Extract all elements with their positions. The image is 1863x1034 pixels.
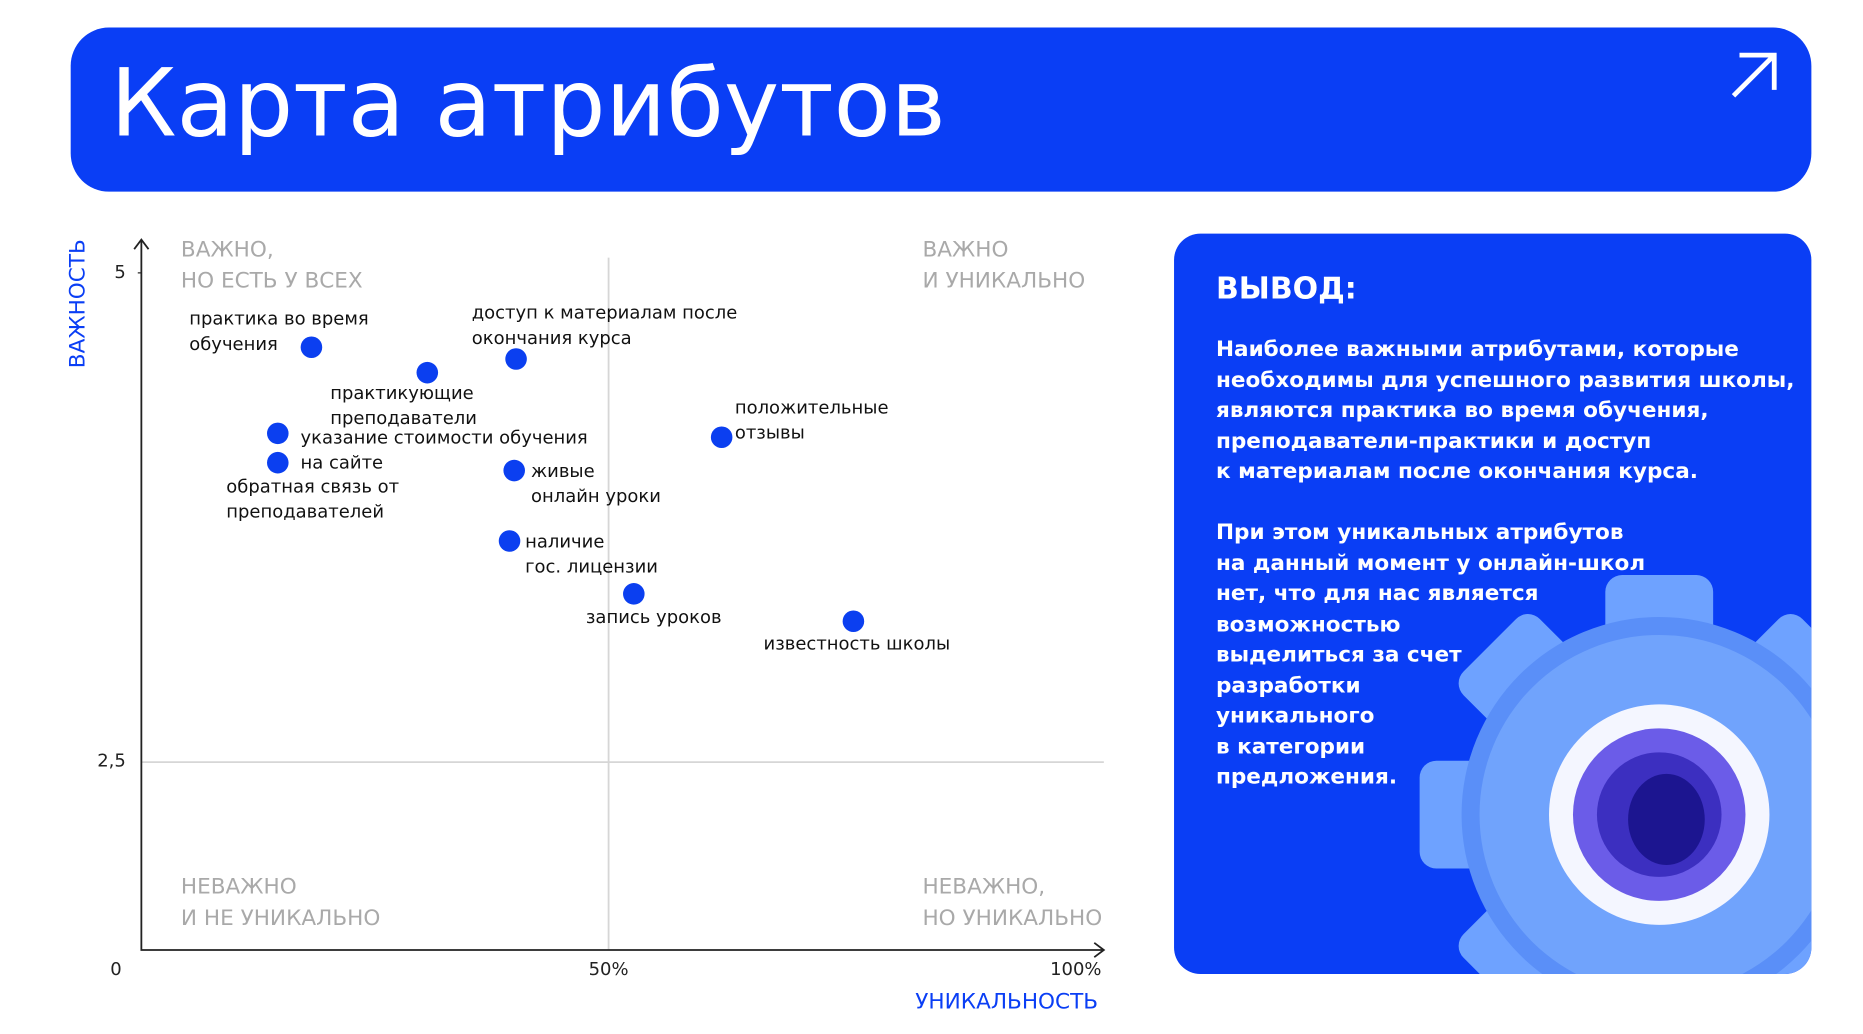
data-point [623, 583, 645, 605]
conclusion-text: При этом уникальных атрибутов на данный … [1215, 519, 1646, 790]
data-point [416, 361, 439, 384]
quadrant-label: ВАЖНО, НО ЕСТЬ У ВСЕХ [180, 237, 363, 294]
data-point [300, 336, 323, 359]
data-point [505, 348, 527, 370]
x-tick-label: 100% [1050, 958, 1102, 980]
gear-illustration [1419, 575, 1812, 974]
point-label: указание стоимости обучения на сайте [300, 426, 588, 473]
point-label: живые онлайн уроки [530, 459, 661, 507]
point-label: доступ к материалам после окончания курс… [471, 301, 738, 349]
conclusion-heading: ВЫВОД: [1215, 270, 1357, 306]
conclusion-text: Наиболее важными атрибутами, которые нео… [1215, 336, 1795, 484]
point-label: положительные отзывы [734, 396, 889, 444]
arrow-icon [1731, 52, 1777, 98]
point-label: обратная связь от преподавателей [226, 475, 400, 523]
data-point [267, 451, 289, 474]
quadrant-label: ВАЖНО И УНИКАЛЬНО [922, 237, 1086, 294]
data-point [842, 610, 865, 633]
header-bar [70, 27, 1812, 192]
quadrant-label: НЕВАЖНО, НО УНИКАЛЬНО [922, 874, 1103, 931]
axis-arrow [133, 238, 1106, 958]
point-label: запись уроков [585, 605, 722, 628]
point-label: наличие гос. лицензии [525, 530, 658, 577]
x-axis-title: УНИКАЛЬНОСТЬ [915, 989, 1099, 1015]
data-point [498, 530, 521, 552]
origin-label: 0 [110, 958, 122, 980]
y-axis-title: ВАЖНОСТЬ [65, 239, 91, 369]
quadrant-label: НЕВАЖНО И НЕ УНИКАЛЬНО [180, 874, 381, 931]
y-tick-label: 5 [114, 260, 126, 283]
title: Карта атрибутов [110, 50, 946, 159]
axis [140, 239, 1104, 951]
data-point [503, 459, 525, 482]
point-label: практика во время обучения [189, 307, 369, 355]
point-label: практикующие преподаватели [330, 382, 477, 429]
data-point [710, 426, 733, 449]
point-label: известность школы [763, 632, 951, 654]
y-tick-label: 2,5 [97, 750, 126, 772]
x-tick-label: 50% [588, 958, 629, 980]
data-point [267, 422, 289, 445]
